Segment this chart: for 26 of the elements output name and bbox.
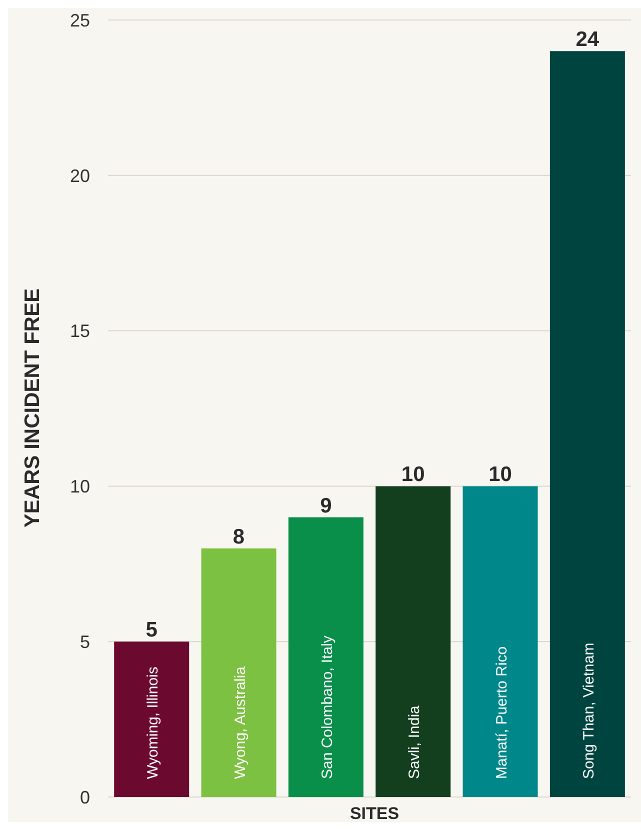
y-tick-label: 20: [70, 166, 90, 186]
data-label: 10: [488, 463, 512, 486]
bar: [201, 548, 276, 797]
x-tick-label: Song Than, Vietnam: [580, 642, 598, 779]
x-tick-label: Wyoming, Illinois: [144, 666, 162, 779]
y-tick-label: 25: [70, 10, 90, 30]
x-tick-label: Manatí, Puerto Rico: [493, 646, 510, 779]
x-axis-title: SITES: [348, 804, 400, 824]
data-label: 24: [576, 28, 600, 52]
y-tick-label: 5: [80, 632, 90, 652]
y-tick-label: 10: [70, 476, 90, 497]
data-label: 10: [401, 463, 425, 486]
y-tick-label: 0: [80, 787, 90, 808]
bar: [550, 51, 625, 797]
data-label: 5: [146, 618, 158, 642]
y-axis-title: YEARS INCIDENT FREE: [21, 288, 45, 528]
bar: [376, 486, 451, 797]
x-tick-label: Savli, India: [406, 704, 424, 779]
bar: [114, 642, 190, 797]
data-label: 9: [320, 494, 332, 518]
y-tick-label: 15: [70, 321, 90, 342]
bar: [462, 486, 538, 797]
x-tick-label: Wyong, Australia: [232, 666, 249, 779]
data-label: 8: [232, 525, 245, 548]
x-tick-label: San Colombano, Italy: [318, 635, 336, 779]
bar: [288, 517, 364, 797]
